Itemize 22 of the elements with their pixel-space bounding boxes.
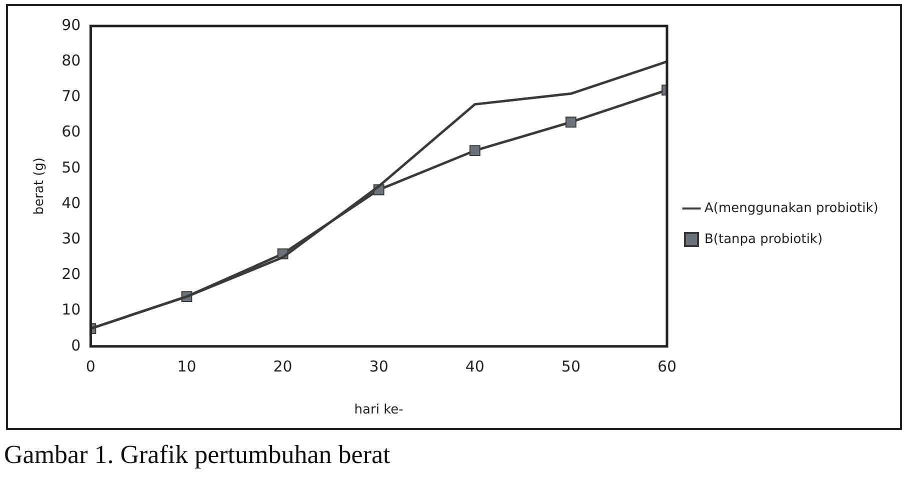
- y-tick-label: 30: [62, 229, 81, 248]
- y-tick-label: 90: [62, 16, 81, 34]
- y-tick-label: 0: [71, 336, 81, 354]
- x-tick-label: 50: [561, 357, 580, 376]
- y-tick-label: 10: [62, 300, 81, 319]
- x-tick-label: 20: [273, 357, 292, 376]
- legend-label: B(tanpa probiotik): [704, 232, 823, 247]
- y-tick-label: 50: [62, 158, 81, 176]
- text: Gambar 1. Grafik pertumbuhan berat: [4, 440, 390, 470]
- y-axis-title: berat (g): [32, 158, 48, 215]
- x-tick-label: 30: [369, 357, 388, 376]
- x-tick-label: 0: [86, 357, 96, 376]
- y-tick-label: 40: [62, 194, 81, 212]
- x-tick-label: 40: [465, 357, 484, 376]
- legend-label: A(menggunakan probiotik): [704, 200, 878, 216]
- y-tick-label: 80: [62, 51, 81, 70]
- y-tick-label: 70: [62, 87, 81, 106]
- x-tick-label: 60: [657, 357, 677, 376]
- y-tick-label: 60: [62, 122, 81, 141]
- y-tick-label: 20: [62, 265, 81, 284]
- x-axis-title: hari ke-: [354, 402, 404, 418]
- x-tick-label: 10: [177, 357, 196, 376]
